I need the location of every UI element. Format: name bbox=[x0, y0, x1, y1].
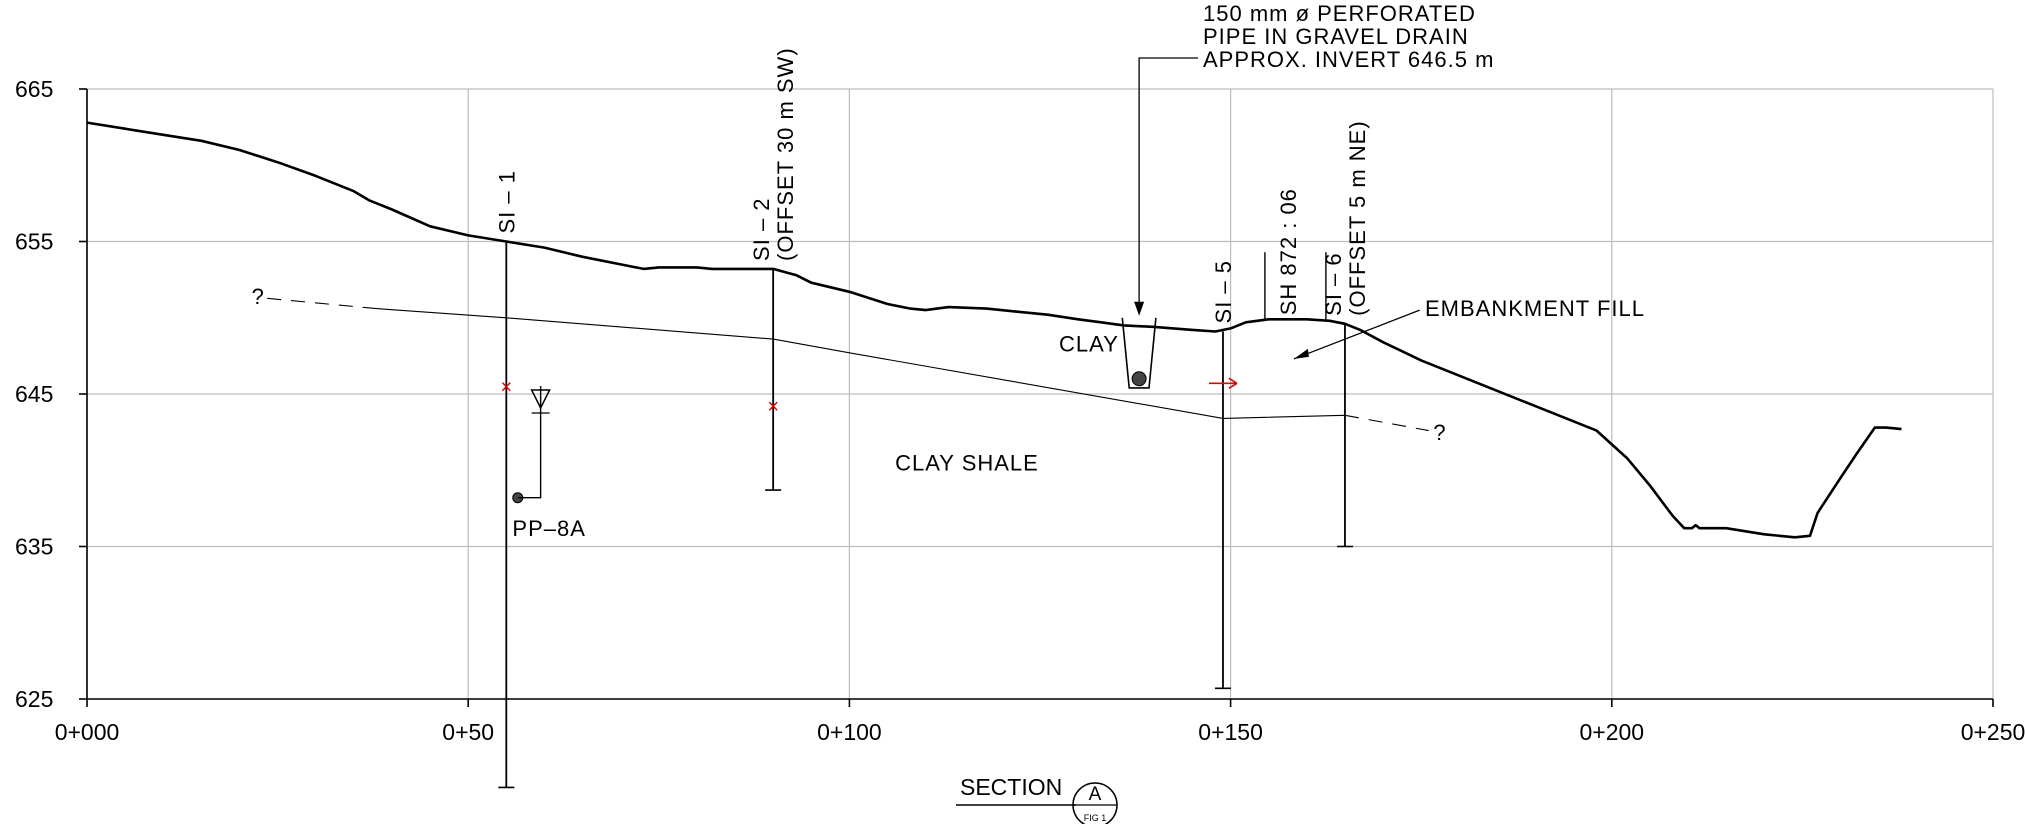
water-level-icon bbox=[530, 389, 551, 410]
embankment-fill-label: EMBANKMENT FILL bbox=[1425, 296, 1645, 321]
boreholes: SI – 1 SI – 2 (OFFSET 30 m SW) SI – 5 SI – 6… bbox=[494, 47, 1370, 789]
y-tick-label: 625 bbox=[15, 686, 53, 712]
question-right: ? bbox=[1433, 420, 1446, 445]
clay-shale-contact-line bbox=[376, 308, 1346, 419]
drain-note-leader bbox=[1138, 57, 1198, 304]
shear-zone-marker: × bbox=[500, 376, 512, 398]
drain-note-line: APPROX. INVERT 646.5 m bbox=[1203, 47, 1494, 72]
clay-shale-label: CLAY SHALE bbox=[895, 450, 1039, 475]
x-tick-label: 0+150 bbox=[1198, 719, 1263, 745]
section-title: SECTION bbox=[960, 774, 1062, 800]
perforated-pipe-icon bbox=[1131, 371, 1147, 387]
y-tick-label: 655 bbox=[15, 229, 53, 255]
contact-dashed-left bbox=[262, 297, 377, 310]
embankment-arrowhead bbox=[1293, 348, 1309, 359]
contact-dashed-right bbox=[1344, 414, 1429, 432]
clay-label: CLAY bbox=[1059, 331, 1119, 356]
y-tick-label: 665 bbox=[15, 76, 53, 102]
x-tick-label: 0+200 bbox=[1579, 719, 1644, 745]
borehole-label: SI – 6 bbox=[1321, 252, 1346, 315]
section-ref-letter: A bbox=[1089, 784, 1102, 805]
borehole-label: SI – 5 bbox=[1211, 260, 1236, 323]
piezometer-standpipe bbox=[517, 386, 542, 499]
grid bbox=[86, 88, 1994, 700]
x-tick-label: 0+000 bbox=[55, 719, 120, 745]
question-left: ? bbox=[252, 284, 265, 309]
piezometer-label: PP–8A bbox=[512, 516, 586, 541]
embankment-leader bbox=[1293, 309, 1420, 360]
drain-note-line: 150 mm ø PERFORATED bbox=[1203, 1, 1476, 26]
shear-zone-marker: × bbox=[767, 396, 779, 418]
movement-arrow-icon bbox=[1228, 377, 1238, 390]
y-tick-label: 645 bbox=[15, 381, 53, 407]
section-ref-fig: FIG 1 bbox=[1084, 813, 1107, 823]
section-title-block: SECTION A FIG 1 bbox=[956, 774, 1118, 828]
gravel-drain-trench bbox=[1121, 317, 1157, 389]
annotations: SH 872 : 06 CLAY CLAY SHALE EMBANKMENT FILL… bbox=[252, 1, 1645, 541]
drain-note-arrowhead bbox=[1134, 301, 1145, 316]
geology bbox=[86, 121, 1902, 539]
x-tick-label: 0+100 bbox=[817, 719, 882, 745]
borehole-label: SI – 1 bbox=[494, 170, 519, 233]
y-tick-label: 635 bbox=[15, 534, 53, 560]
x-tick-label: 0+50 bbox=[442, 719, 494, 745]
x-tick-label: 0+250 bbox=[1961, 719, 2025, 745]
ground-surface-line bbox=[86, 121, 1902, 539]
borehole-label: SI – 2 bbox=[749, 197, 774, 260]
drain-note-line: PIPE IN GRAVEL DRAIN bbox=[1203, 24, 1469, 49]
borehole-offset-label: (OFFSET 30 m SW) bbox=[773, 47, 798, 261]
borehole-offset-label: (OFFSET 5 m NE) bbox=[1345, 120, 1370, 316]
sh-label: SH 872 : 06 bbox=[1276, 188, 1301, 315]
